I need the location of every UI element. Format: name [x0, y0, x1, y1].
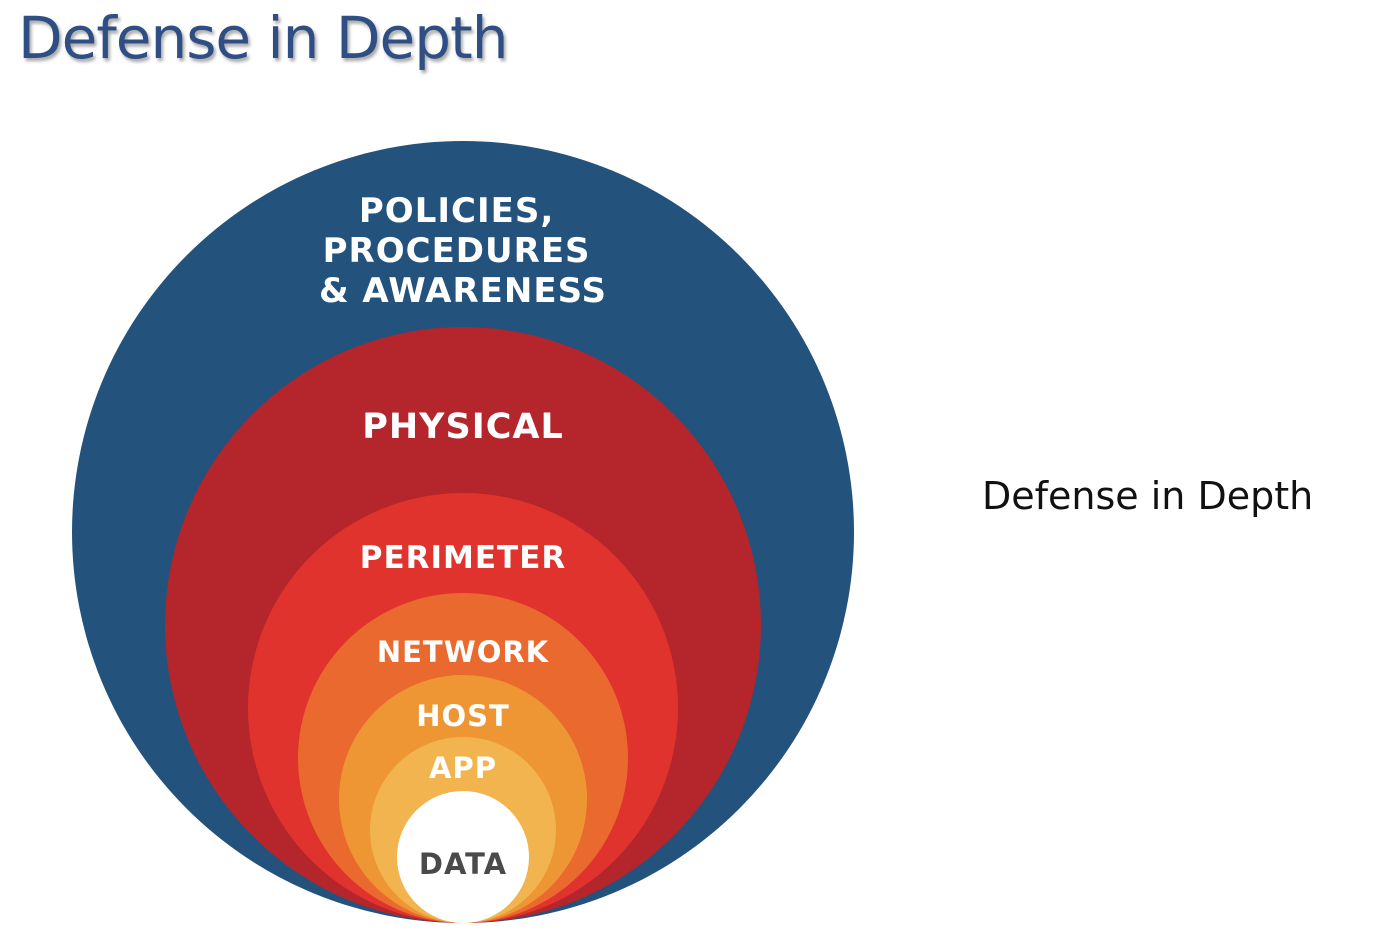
layer-policies-label-line-2: PROCEDURES	[323, 231, 591, 271]
layer-network-label: NETWORK	[377, 635, 550, 669]
layer-data-label: DATA	[419, 847, 507, 881]
layer-policies-label-line-3: & AWARENESS	[319, 271, 607, 311]
layer-perimeter-label: PERIMETER	[360, 540, 567, 576]
layer-policies-label: POLICIES, PROCEDURES & AWARENESS	[319, 191, 607, 311]
layer-host-label: HOST	[416, 699, 510, 733]
layer-app-label: APP	[429, 751, 497, 785]
layer-policies-label-line-1: POLICIES,	[359, 191, 554, 231]
defense-in-depth-diagram: POLICIES, PROCEDURES & AWARENESS PHYSICA…	[60, 130, 870, 930]
slide-title: Defense in Depth	[18, 4, 509, 72]
layer-data-circle	[397, 791, 529, 923]
layers-svg: POLICIES, PROCEDURES & AWARENESS PHYSICA…	[72, 141, 854, 923]
side-caption: Defense in Depth	[982, 474, 1314, 518]
layer-physical-label: PHYSICAL	[362, 407, 564, 447]
